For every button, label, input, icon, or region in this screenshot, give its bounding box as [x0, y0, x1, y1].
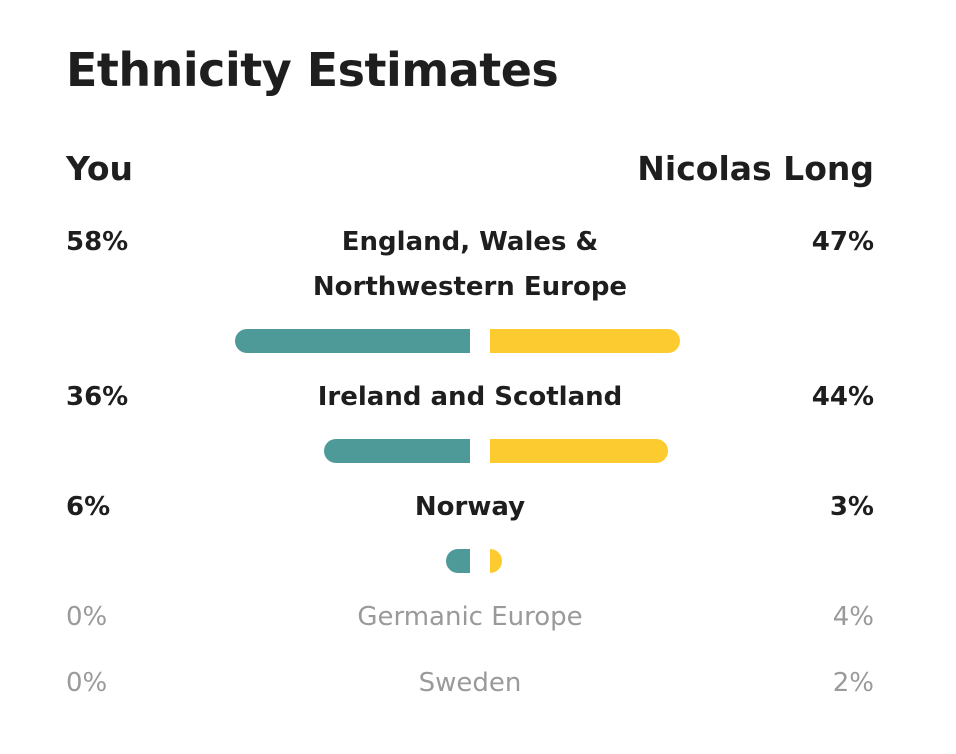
- region-name[interactable]: Sweden: [418, 668, 522, 698]
- bar-match: [490, 329, 680, 353]
- bar-you: [446, 549, 470, 573]
- bar-you: [324, 439, 470, 463]
- region-name-line-1[interactable]: England, Wales &: [341, 227, 599, 257]
- region-right-percent: 44%: [811, 382, 874, 412]
- bar-you: [235, 329, 470, 353]
- region-name[interactable]: Germanic Europe: [357, 602, 583, 632]
- region-left-percent: 0%: [66, 668, 108, 698]
- region-right-percent: 2%: [832, 668, 874, 698]
- region-left-percent: 0%: [66, 602, 108, 632]
- column-header-match: Nicolas Long: [637, 149, 874, 188]
- region-right-percent: 3%: [829, 492, 874, 522]
- region-right-percent: 47%: [811, 227, 874, 257]
- region-left-percent: 58%: [66, 227, 129, 257]
- column-header-you: You: [66, 149, 134, 188]
- bar-match: [490, 549, 502, 573]
- region-name-line-2[interactable]: Northwestern Europe: [312, 272, 628, 302]
- region-left-percent: 36%: [66, 382, 129, 412]
- page-title: Ethnicity Estimates: [66, 43, 559, 97]
- bar-match: [490, 439, 668, 463]
- region-left-percent: 6%: [66, 492, 111, 522]
- region-name[interactable]: Norway: [414, 492, 526, 522]
- region-right-percent: 4%: [832, 602, 874, 632]
- region-name[interactable]: Ireland and Scotland: [317, 382, 623, 412]
